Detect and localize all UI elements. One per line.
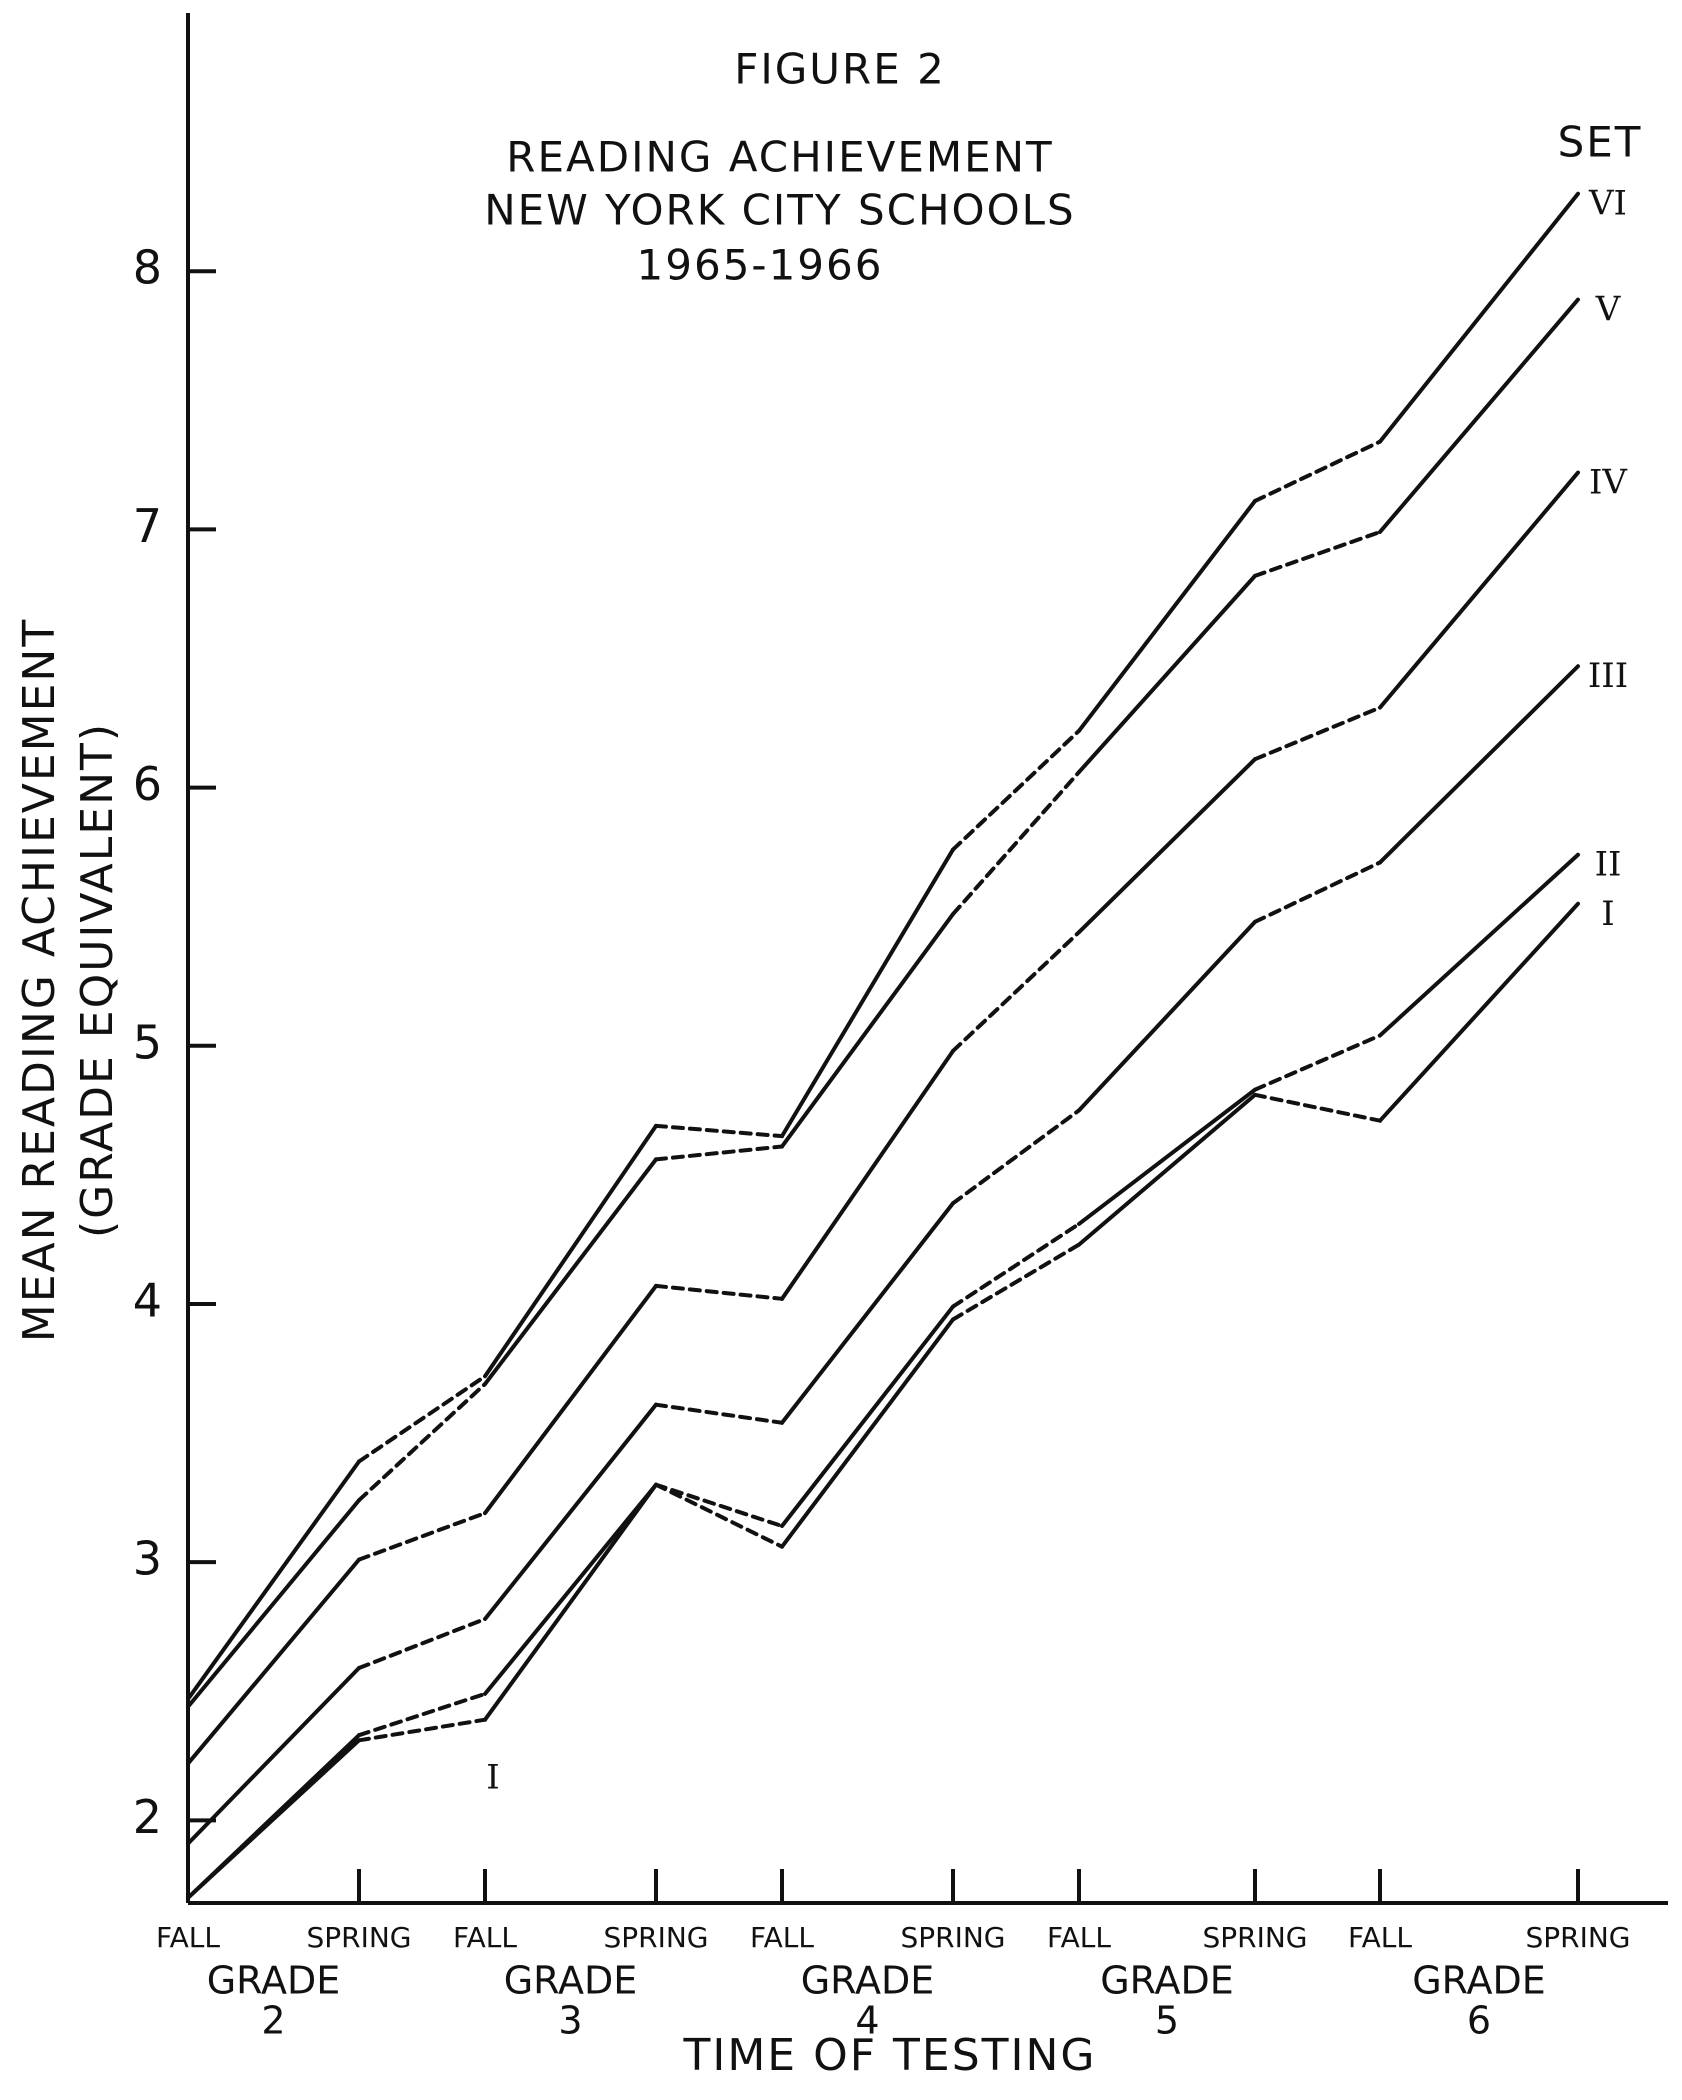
group-label: 2 xyxy=(261,1999,285,2043)
line-segment xyxy=(1378,664,1580,865)
y-axis-label: MEAN READING ACHIEVEMENT xyxy=(14,618,65,1342)
series-label: II xyxy=(1595,845,1622,885)
series-label: I xyxy=(486,1758,499,1798)
line-segment xyxy=(1077,573,1257,775)
line-segment xyxy=(186,1733,361,1900)
group-label: 6 xyxy=(1467,1999,1491,2043)
x-tick-label: SPRING xyxy=(603,1921,708,1954)
line-segment xyxy=(1378,852,1580,1038)
group-label: 3 xyxy=(558,1999,582,2043)
line-segment xyxy=(186,1557,361,1766)
line-segment xyxy=(1077,919,1257,1113)
line-segment xyxy=(654,1482,784,1549)
x-tick-label: FALL xyxy=(1348,1921,1412,1954)
line-segment xyxy=(654,1482,784,1529)
group-label: GRADE xyxy=(207,1959,341,2003)
line-segment xyxy=(483,1157,658,1387)
y-tick-label: 3 xyxy=(133,1532,162,1586)
line-segment xyxy=(483,1402,658,1621)
line-segment xyxy=(780,1201,955,1425)
line-segment xyxy=(1378,191,1580,444)
line-segment xyxy=(1378,297,1580,534)
line-segment xyxy=(1077,1092,1257,1247)
line-segment xyxy=(780,1048,955,1301)
y-tick-label: 4 xyxy=(133,1273,162,1327)
line-segment xyxy=(951,1221,1081,1309)
line-segment xyxy=(951,1242,1081,1322)
legend-title: SET xyxy=(1558,118,1643,167)
line-segment xyxy=(186,1498,361,1709)
line-segment xyxy=(483,1482,658,1696)
line-segment xyxy=(1253,705,1382,762)
line-segment xyxy=(357,1717,487,1743)
line-segment xyxy=(951,728,1081,852)
line-segment xyxy=(654,1123,784,1139)
series-label: III xyxy=(1588,656,1628,696)
line-segment xyxy=(654,1402,784,1425)
group-label: 5 xyxy=(1155,1999,1179,2043)
line-segment xyxy=(951,770,1081,917)
line-segment xyxy=(1077,1087,1257,1226)
y-tick-label: 5 xyxy=(133,1015,162,1069)
y-tick-label: 6 xyxy=(133,757,162,811)
chart-title: 1965-1966 xyxy=(637,241,884,290)
line-segment xyxy=(1077,757,1257,935)
x-axis-label: TIME OF TESTING xyxy=(682,2030,1096,2081)
line-segment xyxy=(357,1616,487,1671)
x-tick-label: SPRING xyxy=(900,1921,1005,1954)
line-segment xyxy=(357,1382,487,1503)
line-segment xyxy=(654,1144,784,1162)
series-label: V xyxy=(1595,290,1622,330)
line-segment xyxy=(1253,1092,1382,1123)
group-label: GRADE xyxy=(801,1959,935,2003)
group-label: GRADE xyxy=(1100,1959,1234,2003)
line-segment xyxy=(483,1283,658,1516)
y-tick-label: 2 xyxy=(133,1790,162,1844)
chart-title: READING ACHIEVEMENT xyxy=(506,133,1053,182)
series-label: IV xyxy=(1589,463,1628,503)
group-label: GRADE xyxy=(504,1959,638,2003)
line-segment xyxy=(483,1123,658,1379)
line-segment xyxy=(186,1459,361,1702)
x-tick-label: FALL xyxy=(453,1921,517,1954)
line-segment xyxy=(357,1374,487,1464)
series-label: VI xyxy=(1588,184,1627,224)
line-segment xyxy=(1378,901,1580,1123)
line-segment xyxy=(780,1304,955,1529)
line-segment xyxy=(357,1511,487,1562)
line-segment xyxy=(780,847,955,1139)
line-segment xyxy=(654,1283,784,1301)
x-tick-label: FALL xyxy=(750,1921,814,1954)
y-tick-label: 7 xyxy=(133,499,162,553)
x-tick-label: FALL xyxy=(156,1921,220,1954)
line-segment xyxy=(951,930,1081,1053)
line-segment xyxy=(780,912,955,1149)
line-segment xyxy=(1378,470,1580,710)
line-segment xyxy=(951,1108,1081,1206)
x-tick-label: FALL xyxy=(1047,1921,1111,1954)
x-tick-label: SPRING xyxy=(1525,1921,1630,1954)
line-segment xyxy=(780,1317,955,1549)
group-label: GRADE xyxy=(1412,1959,1546,2003)
series-label: I xyxy=(1601,894,1614,934)
line-segment xyxy=(483,1482,658,1722)
line-segment xyxy=(1077,498,1257,733)
line-segment xyxy=(1253,439,1382,503)
x-tick-label: SPRING xyxy=(1202,1921,1307,1954)
line-segment xyxy=(1253,529,1382,578)
group-label: 4 xyxy=(855,1999,879,2043)
y-tick-label: 8 xyxy=(133,241,162,295)
line-segment xyxy=(357,1691,487,1738)
x-tick-label: SPRING xyxy=(306,1921,411,1954)
line-segment xyxy=(1253,860,1382,924)
line-segment xyxy=(186,1666,361,1846)
chart-title: NEW YORK CITY SCHOOLS xyxy=(484,186,1075,235)
line-segment xyxy=(1253,1033,1382,1092)
y-axis-label: (GRADE EQUIVALENT) xyxy=(72,722,123,1238)
figure-label: FIGURE 2 xyxy=(734,45,946,94)
